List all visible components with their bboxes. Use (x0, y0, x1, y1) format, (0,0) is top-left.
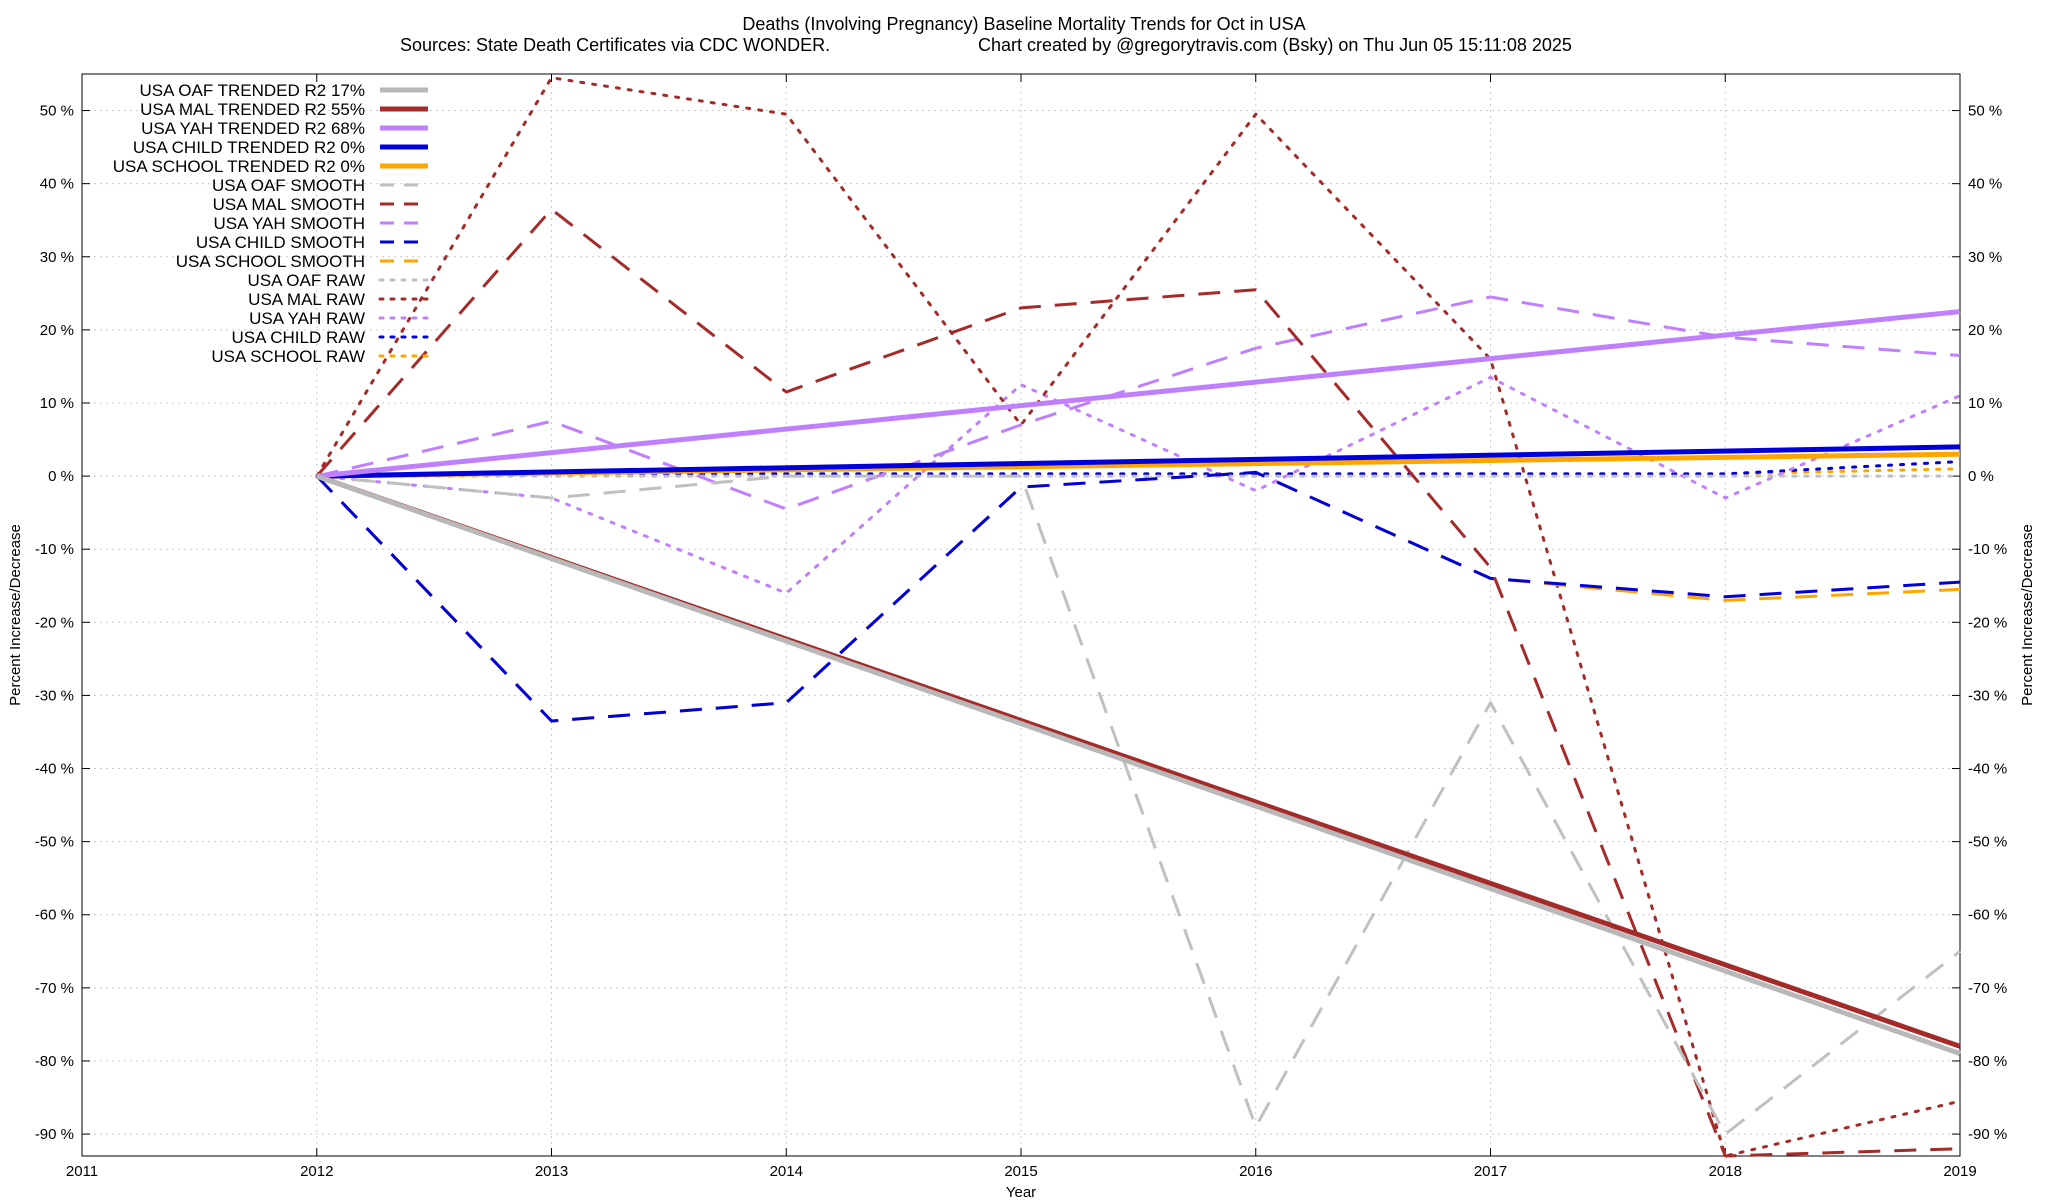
legend-label: USA CHILD TRENDED R2 0% (133, 138, 365, 157)
y-tick-label-right: 30 % (1968, 249, 2002, 266)
y-tick-label-left: -40 % (35, 761, 74, 778)
y-tick-label-right: -50 % (1968, 834, 2007, 851)
legend-label: USA YAH RAW (249, 309, 365, 328)
x-tick-label: 2013 (535, 1163, 568, 1180)
series-line-usa-mal-raw (315, 76, 1962, 1158)
y-tick-label-right: -10 % (1968, 541, 2007, 558)
y-tick-label-left: -10 % (35, 541, 74, 558)
y-tick-label-left: 30 % (40, 249, 74, 266)
x-tick-label: 2017 (1474, 1163, 1507, 1180)
y-axis-label-left: Percent Increase/Decrease (7, 524, 24, 706)
y-tick-label-left: -60 % (35, 907, 74, 924)
series-line-usa-oaf-smooth (316, 474, 1961, 1136)
y-tick-label-right: 0 % (1968, 468, 1994, 485)
x-axis-label: Year (1006, 1184, 1036, 1200)
chart-title-line2-left: Sources: State Death Certificates via CD… (400, 35, 830, 55)
x-tick-label: 2011 (66, 1163, 98, 1180)
legend-label: USA MAL TRENDED R2 55% (140, 100, 365, 119)
x-tick-label: 2016 (1239, 1163, 1272, 1180)
y-tick-label-right: -30 % (1968, 687, 2007, 704)
y-tick-label-right: -70 % (1968, 980, 2007, 997)
legend-label: USA OAF RAW (248, 271, 365, 290)
series-line-usa-yah-trended-r2-68 (316, 309, 1961, 479)
series-line-usa-child-trended-r2-0 (316, 444, 1961, 479)
x-tick-label: 2014 (770, 1163, 803, 1180)
y-tick-label-right: 50 % (1968, 103, 2002, 120)
legend-label: USA SCHOOL SMOOTH (176, 252, 365, 271)
y-tick-label-left: -80 % (35, 1053, 74, 1070)
y-tick-label-right: -40 % (1968, 761, 2007, 778)
chart-title-line1: Deaths (Involving Pregnancy) Baseline Mo… (742, 14, 1305, 34)
y-tick-label-right: -80 % (1968, 1053, 2007, 1070)
legend-label: USA CHILD SMOOTH (196, 233, 365, 252)
series-lines (315, 76, 1962, 1158)
y-tick-label-left: -70 % (35, 980, 74, 997)
y-tick-label-left: 50 % (40, 103, 74, 120)
y-tick-label-left: 40 % (40, 176, 74, 193)
x-tick-label: 2019 (1943, 1163, 1976, 1180)
legend-label: USA MAL RAW (248, 290, 365, 309)
x-tick-label: 2012 (300, 1163, 333, 1180)
y-axis-label-right: Percent Increase/Decrease (2019, 524, 2036, 706)
x-tick-label: 2018 (1709, 1163, 1742, 1180)
y-tick-label-left: 10 % (40, 395, 74, 412)
legend: USA OAF TRENDED R2 17%USA MAL TRENDED R2… (113, 81, 430, 366)
y-tick-label-right: -20 % (1968, 614, 2007, 631)
y-tick-label-left: 20 % (40, 322, 74, 339)
y-tick-label-left: -90 % (35, 1126, 74, 1143)
y-tick-label-left: -50 % (35, 834, 74, 851)
series-line-usa-yah-smooth (316, 295, 1961, 511)
legend-label: USA YAH SMOOTH (214, 214, 365, 233)
legend-label: USA OAF TRENDED R2 17% (140, 81, 365, 100)
legend-label: USA YAH TRENDED R2 68% (141, 119, 365, 138)
grid (82, 74, 1960, 1156)
series-line-usa-child-raw (315, 460, 1962, 478)
legend-label: USA SCHOOL TRENDED R2 0% (113, 157, 365, 176)
y-tick-label-left: -30 % (35, 687, 74, 704)
series-line-usa-child-smooth (315, 470, 1961, 723)
series-line-usa-mal-smooth (315, 207, 1961, 1158)
series-line-usa-oaf-trended-r2-17 (315, 473, 1961, 1056)
legend-label: USA OAF SMOOTH (212, 176, 365, 195)
y-tick-label-left: 0 % (48, 468, 74, 485)
y-tick-label-right: -60 % (1968, 907, 2007, 924)
chart-title-line2-right: Chart created by @gregorytravis.com (Bsk… (978, 35, 1572, 55)
y-tick-label-right: 20 % (1968, 322, 2002, 339)
series-line-usa-yah-raw (315, 375, 1962, 595)
y-tick-label-right: 40 % (1968, 176, 2002, 193)
axis-ticks: 50 % 50 % 40 % 40 % 30 % 30 % 20 % 20 % 10 % 10 %… (35, 74, 2007, 1180)
legend-label: USA MAL SMOOTH (213, 195, 365, 214)
legend-label: USA SCHOOL RAW (211, 347, 365, 366)
y-tick-label-left: -20 % (35, 614, 74, 631)
legend-label: USA CHILD RAW (231, 328, 365, 347)
x-tick-label: 2015 (1004, 1163, 1037, 1180)
y-tick-label-right: 10 % (1968, 395, 2002, 412)
y-tick-label-right: -90 % (1968, 1126, 2007, 1143)
